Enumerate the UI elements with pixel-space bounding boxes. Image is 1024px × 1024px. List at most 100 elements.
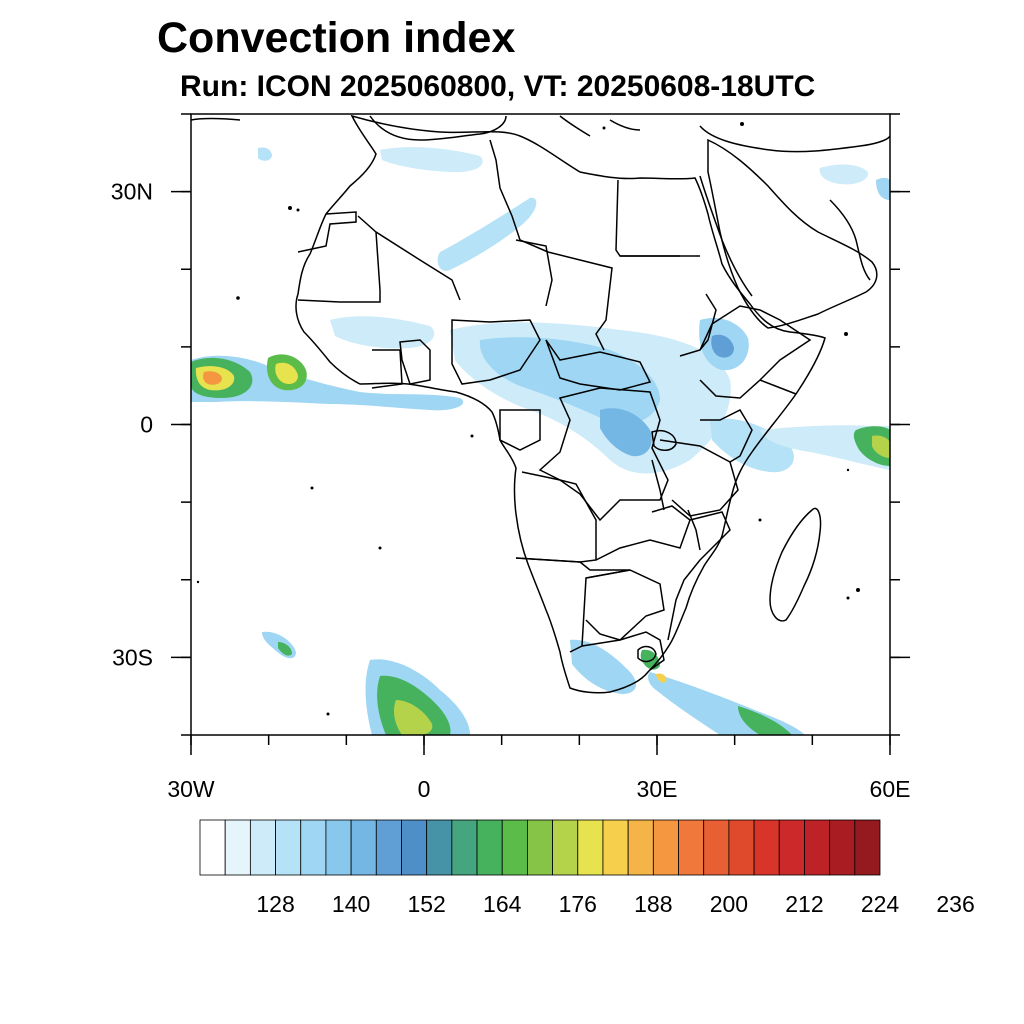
seychelles xyxy=(846,468,850,472)
field-south-indian-band xyxy=(648,672,805,735)
border-gabon xyxy=(499,409,541,451)
lon-tick-label: 30E xyxy=(637,776,678,802)
map-subtitle: Run: ICON 2025060800, VT: 20250608-18UTC xyxy=(180,70,816,103)
field-south-africa xyxy=(570,639,637,694)
iberia-coast xyxy=(191,117,241,121)
reunion xyxy=(846,596,850,600)
lon-tick-label: 0 xyxy=(418,776,431,802)
border-angola xyxy=(515,471,597,563)
colorbar-box xyxy=(728,819,755,876)
border-zambia xyxy=(595,505,691,561)
colorbar-box xyxy=(476,819,503,876)
colorbar-box xyxy=(854,819,881,876)
colorbar-box xyxy=(829,819,856,876)
colorbar-label: 224 xyxy=(861,891,900,917)
lesotho xyxy=(637,645,657,663)
field-indian-ocean-core xyxy=(872,435,890,458)
colorbar-box xyxy=(703,819,730,876)
spot-2 xyxy=(196,580,200,584)
colorbar-box xyxy=(199,819,226,876)
colorbar-box xyxy=(275,819,302,876)
field-atlantic-hot-1 xyxy=(203,371,222,385)
field-atlantic-core-2 xyxy=(275,362,298,384)
colorbar-box xyxy=(552,819,579,876)
field-arabia-east xyxy=(876,177,890,200)
canary-islands-2 xyxy=(296,208,300,212)
border-sudan-ethiopia xyxy=(679,293,717,357)
lake-victoria xyxy=(651,430,677,451)
cyprus xyxy=(740,122,744,126)
border-nigeria xyxy=(451,319,541,385)
field-south-africa-core xyxy=(640,649,660,670)
colorbar-label: 152 xyxy=(407,891,445,917)
field-east-africa xyxy=(710,418,794,473)
convection-field xyxy=(191,147,890,735)
colorbar-box xyxy=(501,819,528,876)
africa-coastline xyxy=(295,114,826,694)
islands xyxy=(196,122,860,716)
field-sahara-streak xyxy=(437,197,537,271)
colorbar-box xyxy=(778,819,805,876)
tristan xyxy=(326,712,330,716)
colorbar-box xyxy=(577,819,604,876)
border-botswana xyxy=(585,569,665,641)
madagascar-coastline xyxy=(769,507,822,622)
colorbar-box xyxy=(527,819,553,876)
crete xyxy=(602,126,606,130)
colorbar-box xyxy=(753,819,780,876)
field-arabia xyxy=(819,164,869,185)
colorbar-box xyxy=(350,819,377,876)
colorbar-box xyxy=(325,819,352,876)
field-mediterranean xyxy=(380,147,483,172)
lat-tick-label: 30S xyxy=(112,644,153,670)
mauritius xyxy=(856,588,860,592)
cape-verde xyxy=(236,296,240,300)
colorbar-box xyxy=(401,819,428,876)
field-sa-hot xyxy=(656,673,667,683)
lat-tick-label: 30N xyxy=(111,179,153,205)
colorbar-labels: 128 140 152 164 176 188 200 212 224 236 xyxy=(256,891,974,917)
arabia-coastline xyxy=(707,138,878,329)
colorbar-label: 200 xyxy=(710,891,748,917)
border-drc xyxy=(538,387,669,522)
spot-1 xyxy=(310,486,314,490)
border-niger-chad xyxy=(515,239,553,307)
colorbar-box xyxy=(804,819,831,876)
lake-tanganyika xyxy=(651,459,665,511)
lake-malawi xyxy=(687,509,701,551)
italy-coast xyxy=(559,115,591,137)
map-title: Convection index xyxy=(157,14,516,62)
axis-ticks xyxy=(171,113,910,755)
colorbar-box xyxy=(300,819,327,876)
colorbar xyxy=(199,819,881,876)
border-mozambique xyxy=(667,511,731,641)
colorbar-label: 128 xyxy=(256,891,294,917)
border-south-africa xyxy=(581,631,665,671)
red-sea xyxy=(699,175,753,297)
sao-tome xyxy=(470,434,474,438)
coastlines-borders xyxy=(191,114,890,694)
border-mali-niger xyxy=(357,215,461,301)
colorbar-label: 188 xyxy=(634,891,672,917)
colorbar-box xyxy=(426,819,453,876)
persian-gulf xyxy=(829,199,871,281)
colorbar-box xyxy=(602,819,629,876)
border-west-africa xyxy=(297,231,381,303)
field-south-atlantic-large-core xyxy=(394,700,433,735)
lat-tick-label: 0 xyxy=(140,412,153,438)
border-ghana xyxy=(399,339,431,385)
colorbar-box xyxy=(652,819,679,876)
border-somalia xyxy=(759,379,797,395)
colorbar-label: 176 xyxy=(559,891,597,917)
colorbar-box xyxy=(249,819,276,876)
colorbar-box xyxy=(375,819,402,876)
border-sahara-west xyxy=(297,211,357,253)
colorbar-box xyxy=(451,819,478,876)
colorbar-box xyxy=(627,819,654,876)
colorbar-label: 140 xyxy=(332,891,370,917)
field-atlantic-band xyxy=(191,355,464,411)
greece-coast xyxy=(609,119,641,131)
mediterranean-coast xyxy=(369,115,507,141)
field-south-indian-core xyxy=(738,706,792,735)
colorbar-label: 164 xyxy=(483,891,522,917)
